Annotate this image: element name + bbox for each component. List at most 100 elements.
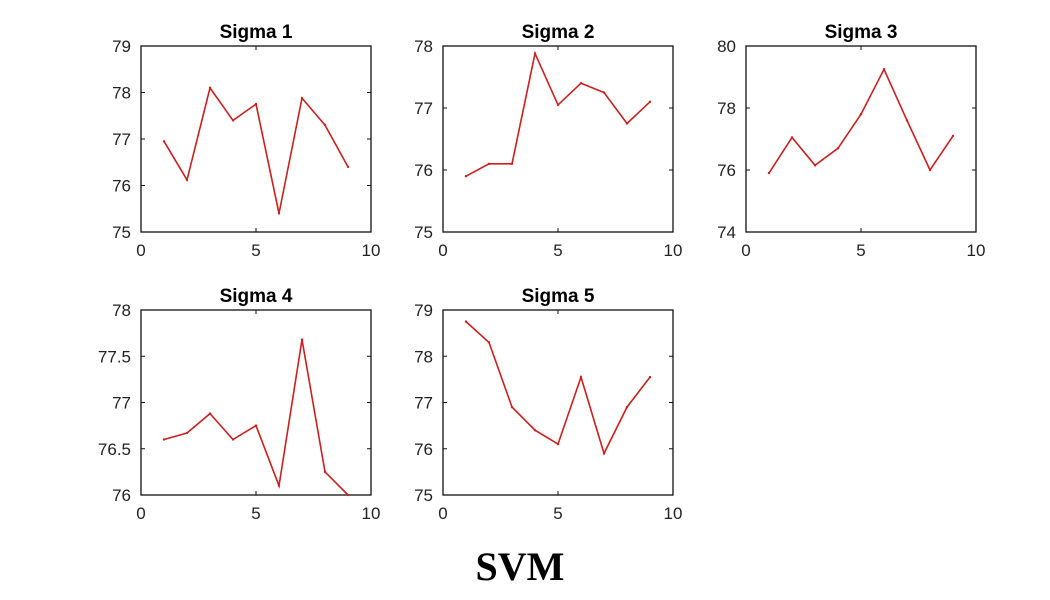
subplot-title: Sigma 4: [220, 286, 293, 307]
x-tick-label: 10: [664, 241, 683, 260]
subplot-3: Sigma 3 0 5 10 74 76 78 80: [717, 22, 985, 260]
subplot-2: Sigma 2 0 5 10 75 76 77 78: [414, 22, 682, 260]
x-tick-label: 0: [136, 241, 145, 260]
series-line: [163, 339, 349, 496]
y-tick-label: 76: [414, 440, 433, 459]
data-point: [648, 375, 652, 379]
data-point: [813, 164, 817, 167]
data-point: [510, 162, 514, 165]
subplot-5: Sigma 5 0 5 10 75 76 77 78 79: [414, 286, 682, 523]
y-tick-label: 77: [414, 99, 433, 118]
series-line: [768, 67, 954, 174]
y-tick-label: 79: [112, 37, 131, 56]
x-tick-label: 5: [251, 504, 260, 523]
data-point: [602, 91, 606, 94]
data-point: [254, 102, 258, 106]
data-point: [231, 119, 235, 122]
data-point: [579, 82, 583, 85]
y-tick-label: 75: [414, 486, 433, 505]
y-tick-label: 77.5: [98, 347, 131, 366]
data-point: [556, 442, 560, 446]
data-point: [533, 52, 537, 55]
data-point: [625, 405, 629, 409]
data-point: [859, 113, 863, 116]
data-point: [185, 431, 189, 435]
y-tick-label: 78: [717, 99, 736, 118]
data-point: [208, 412, 212, 415]
data-point: [346, 165, 350, 169]
data-point: [487, 341, 491, 344]
y-tick-label: 75: [414, 223, 433, 242]
data-point: [928, 168, 932, 172]
x-tick-label: 10: [362, 504, 381, 523]
y-tick-label: 78: [414, 347, 433, 366]
y-tick-label: 77: [112, 130, 131, 149]
data-point: [208, 86, 212, 90]
data-point: [300, 96, 304, 100]
subplot-1: Sigma 1 0 5 10 75 76 77 78 79: [112, 22, 380, 260]
data-point: [905, 119, 909, 122]
data-point: [162, 438, 166, 441]
subplot-title: Sigma 5: [522, 286, 595, 307]
y-tick-label: 76.5: [98, 440, 131, 459]
y-tick-label: 78: [112, 301, 131, 320]
x-tick-label: 5: [553, 241, 562, 260]
axes-frame: [442, 45, 674, 233]
data-point: [882, 68, 886, 71]
y-tick-label: 80: [717, 37, 736, 56]
x-tick-label: 10: [362, 241, 381, 260]
data-point: [277, 212, 281, 215]
x-tick-label: 0: [741, 241, 750, 260]
subplot-title: Sigma 3: [825, 22, 898, 43]
data-point: [464, 320, 468, 323]
data-point: [625, 122, 629, 125]
y-tick-label: 77: [414, 394, 433, 413]
data-point: [231, 438, 235, 441]
data-point: [300, 338, 304, 341]
y-tick-label: 74: [717, 223, 736, 242]
y-tick-label: 78: [414, 37, 433, 56]
x-tick-label: 5: [856, 241, 865, 260]
x-tick-label: 10: [664, 504, 683, 523]
x-tick-label: 5: [251, 241, 260, 260]
figure-caption: SVM: [476, 544, 565, 589]
data-point: [185, 178, 189, 182]
data-point: [533, 429, 537, 432]
axes-frame: [140, 309, 372, 496]
x-tick-label: 5: [553, 504, 562, 523]
series-line: [465, 321, 651, 456]
y-tick-label: 79: [414, 301, 433, 320]
y-tick-label: 76: [112, 486, 131, 505]
y-tick-label: 76: [717, 161, 736, 180]
x-tick-label: 0: [438, 241, 447, 260]
data-point: [767, 171, 771, 175]
subplot-4: Sigma 4 0 5 10 76 76.5 77 77.5 78: [98, 286, 381, 523]
data-point: [836, 147, 840, 150]
data-point: [487, 162, 491, 165]
x-tick-label: 0: [136, 504, 145, 523]
y-tick-label: 77: [112, 394, 131, 413]
data-point: [162, 140, 166, 143]
y-tick-label: 75: [112, 223, 131, 242]
y-tick-label: 76: [112, 177, 131, 196]
subplot-title: Sigma 2: [522, 22, 595, 43]
y-tick-label: 78: [112, 84, 131, 103]
series-line: [465, 50, 651, 177]
series-line: [163, 86, 349, 214]
y-tick-label: 76: [414, 161, 433, 180]
data-point: [323, 470, 327, 474]
data-point: [510, 405, 514, 409]
subplot-title: Sigma 1: [220, 22, 293, 43]
data-point: [254, 424, 258, 427]
axes-frame: [140, 45, 372, 233]
data-point: [951, 134, 955, 138]
data-point: [464, 175, 468, 178]
data-point: [602, 452, 606, 455]
x-tick-label: 10: [967, 241, 986, 260]
axes-frame: [442, 309, 674, 496]
data-point: [790, 136, 794, 139]
data-point: [579, 375, 583, 379]
data-point: [277, 484, 281, 487]
axes-frame: [745, 45, 977, 233]
